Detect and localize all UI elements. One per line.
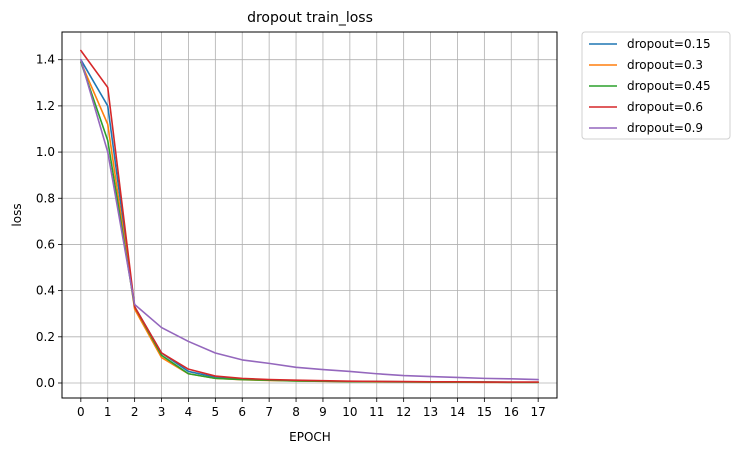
series-line-4 [80, 58, 539, 381]
x-tick-label: 15 [477, 405, 492, 419]
x-tick-label: 16 [504, 405, 519, 419]
series-line-2 [80, 61, 539, 384]
x-tick-label: 13 [423, 405, 438, 419]
x-tick-label: 8 [292, 405, 300, 419]
legend-label: dropout=0.15 [627, 37, 711, 51]
x-tick-label: 9 [319, 405, 327, 419]
x-tick-label: 14 [450, 405, 465, 419]
x-ticks: 0 1 2 3 4 5 6 7 8 9 10 11 12 13 14 15 16 17 [77, 398, 546, 419]
y-ticks: 0.0 0.2 0.4 0.6 0.8 1.0 1.2 1.4 [36, 53, 62, 390]
y-tick-label: 0.4 [36, 284, 55, 298]
y-axis-label: loss [10, 203, 24, 226]
y-tick-label: 0.0 [36, 376, 55, 390]
legend: dropout=0.15 dropout=0.3 dropout=0.45 dropo… [581, 31, 731, 140]
x-axis-label: EPOCH [289, 430, 331, 444]
legend-frame [581, 31, 731, 140]
legend-label: dropout=0.45 [627, 79, 711, 93]
x-tick-label: 7 [265, 405, 273, 419]
y-tick-label: 1.0 [36, 145, 55, 159]
y-tick-label: 1.4 [36, 53, 55, 67]
x-tick-label: 3 [158, 405, 166, 419]
x-tick-label: 12 [396, 405, 411, 419]
legend-label: dropout=0.9 [627, 121, 703, 135]
legend-label: dropout=0.6 [627, 100, 703, 114]
plot-frame [61, 31, 558, 399]
y-tick-label: 0.2 [36, 330, 55, 344]
series-lines [80, 49, 539, 384]
chart-title: dropout train_loss [247, 10, 373, 26]
series-line-3 [80, 49, 539, 383]
grid [62, 32, 557, 398]
y-tick-label: 0.6 [36, 237, 55, 251]
x-tick-label: 1 [104, 405, 112, 419]
x-tick-label: 11 [369, 405, 384, 419]
x-tick-label: 2 [131, 405, 139, 419]
y-tick-label: 1.2 [36, 99, 55, 113]
x-tick-label: 6 [238, 405, 246, 419]
x-tick-label: 10 [342, 405, 357, 419]
x-tick-label: 0 [77, 405, 85, 419]
x-tick-label: 5 [212, 405, 220, 419]
legend-label: dropout=0.3 [627, 58, 703, 72]
y-tick-label: 0.8 [36, 191, 55, 205]
x-tick-label: 4 [185, 405, 193, 419]
x-tick-label: 17 [531, 405, 546, 419]
